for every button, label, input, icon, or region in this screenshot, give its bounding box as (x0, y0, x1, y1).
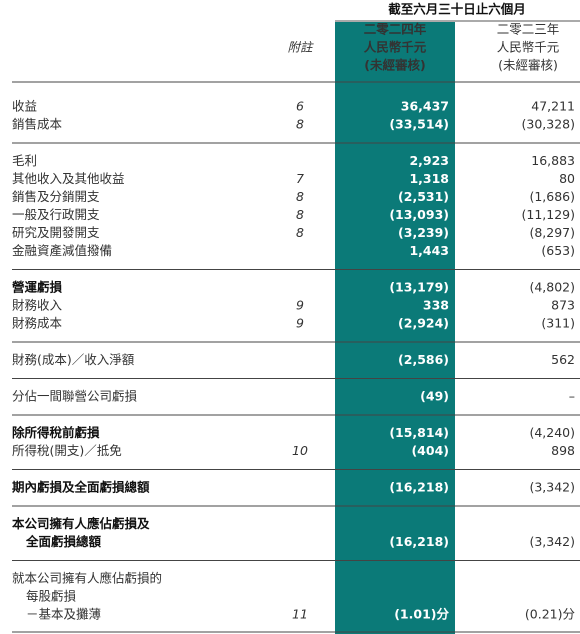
current-value: (3,239) (398, 225, 449, 240)
prior-value: 16,883 (531, 153, 575, 168)
prior-value: 80 (559, 171, 575, 186)
period-header: 截至六月三十日止六個月 (388, 2, 526, 17)
row-label: 財務(成本)／收入淨額 (12, 352, 135, 367)
prior-value: – (569, 389, 575, 404)
row-label: 每股虧損 (26, 589, 77, 604)
prior-value: (0.21)分 (525, 607, 575, 622)
note-ref: 7 (296, 171, 304, 186)
row-label: 財務收入 (12, 298, 63, 313)
row-label: 其他收入及其他收益 (12, 171, 125, 186)
current-value: 2,923 (409, 153, 449, 168)
prior-value: (1,686) (529, 189, 575, 204)
row-label: 分佔一間聯營公司虧損 (12, 389, 138, 404)
prior-value: (4,802) (529, 280, 575, 295)
prior-value: 47,211 (531, 99, 575, 114)
note-ref: 9 (296, 316, 304, 331)
row-label: 一般及行政開支 (12, 207, 100, 222)
prior-value: 898 (551, 443, 575, 458)
note-ref: 6 (296, 99, 304, 114)
note-ref: 9 (296, 298, 304, 313)
current-value: (2,924) (398, 316, 449, 331)
current-value: 36,437 (401, 99, 449, 114)
prior-value: (653) (541, 243, 575, 258)
prior-value: (3,342) (529, 480, 575, 495)
prior-value: (11,129) (522, 207, 576, 222)
current-column-band (335, 22, 455, 634)
row-label: 毛利 (12, 153, 37, 168)
row-label: 就本公司擁有人應佔虧損的 (12, 571, 162, 586)
column-header: 人民幣千元 (497, 40, 560, 55)
note-ref: 8 (296, 225, 304, 240)
row-label: 所得稅(開支)／抵免 (12, 443, 122, 458)
current-value: (16,218) (389, 534, 449, 549)
note-ref: 11 (292, 607, 308, 622)
current-value: (1.01)分 (394, 607, 449, 622)
note-ref: 10 (292, 443, 308, 458)
column-header: 二零二四年 (364, 22, 427, 37)
row-label: 財務成本 (12, 316, 63, 331)
row-label: －基本及攤薄 (26, 607, 101, 622)
current-value: (15,814) (389, 425, 449, 440)
column-header: (未經審核) (498, 58, 558, 73)
prior-value: (4,240) (529, 425, 575, 440)
note-ref: 8 (296, 117, 304, 132)
prior-value: (3,342) (529, 534, 575, 549)
prior-value: 562 (551, 352, 575, 367)
row-label: 除所得稅前虧損 (12, 425, 100, 440)
note-ref: 8 (296, 207, 304, 222)
row-label: 金融資產減值撥備 (12, 243, 112, 258)
current-value: 1,318 (409, 171, 449, 186)
current-value: (33,514) (389, 117, 449, 132)
column-header: 人民幣千元 (364, 40, 427, 55)
current-value: 338 (423, 298, 449, 313)
current-value: (404) (411, 443, 449, 458)
current-value: (49) (420, 389, 449, 404)
current-value: (2,586) (398, 352, 449, 367)
column-header: (未經審核) (364, 58, 425, 73)
row-label: 全面虧損總額 (25, 534, 102, 549)
row-label: 收益 (12, 99, 37, 114)
current-value: (16,218) (389, 480, 449, 495)
row-label: 銷售成本 (12, 117, 63, 132)
row-label: 銷售及分銷開支 (12, 189, 100, 204)
current-value: (2,531) (398, 189, 449, 204)
row-label: 本公司擁有人應佔虧損及 (12, 516, 150, 531)
row-label: 期內虧損及全面虧損總額 (12, 480, 150, 495)
row-label: 營運虧損 (12, 280, 63, 295)
prior-value: (311) (541, 316, 575, 331)
prior-value: 873 (551, 298, 575, 313)
note-header: 附註 (287, 40, 314, 55)
current-value: 1,443 (409, 243, 449, 258)
note-ref: 8 (296, 189, 304, 204)
column-header: 二零二三年 (497, 22, 560, 37)
current-value: (13,179) (389, 280, 449, 295)
current-value: (13,093) (389, 207, 449, 222)
prior-value: (8,297) (529, 225, 575, 240)
row-label: 研究及開發開支 (12, 225, 100, 240)
prior-value: (30,328) (522, 117, 576, 132)
